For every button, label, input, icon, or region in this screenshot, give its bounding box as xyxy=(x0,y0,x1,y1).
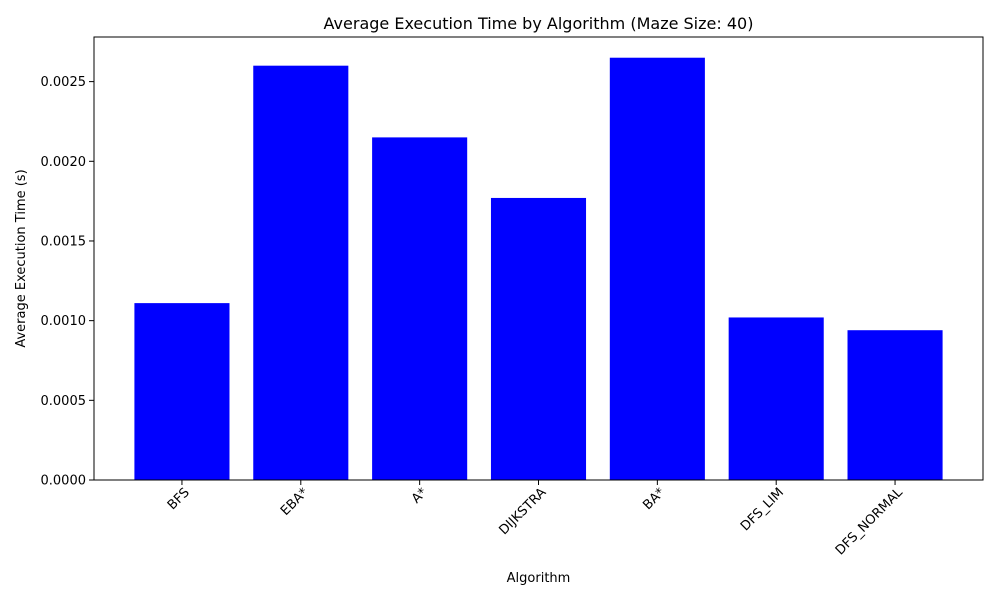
bar-dfs-lim xyxy=(728,317,824,480)
x-tick-label: BA* xyxy=(640,485,668,513)
x-tick-label: BFS xyxy=(165,485,193,513)
x-tick-label: DFS_LIM xyxy=(738,485,787,534)
bars xyxy=(134,57,943,481)
bar-eba- xyxy=(253,65,349,480)
y-axis-label: Average Execution Time (s) xyxy=(14,169,29,347)
y-axis: 0.0000 0.0005 0.0010 0.0015 0.0020 0.0025 xyxy=(41,75,94,489)
y-tick-label: 0.0015 xyxy=(41,234,87,249)
x-tick-label: DFS_NORMAL xyxy=(833,485,907,559)
plot-frame xyxy=(93,36,984,481)
x-tick-label: EBA* xyxy=(278,485,312,519)
bar-ba- xyxy=(609,57,705,481)
x-tick-label: A* xyxy=(409,485,431,507)
x-tick-label: DIJKSTRA xyxy=(496,485,549,538)
y-tick-label: 0.0010 xyxy=(41,314,87,329)
chart-title: Average Execution Time by Algorithm (Maz… xyxy=(324,14,754,33)
y-tick-label: 0.0025 xyxy=(41,75,87,90)
y-tick-label: 0.0005 xyxy=(41,394,87,409)
bar-a- xyxy=(372,137,468,480)
x-axis-label: Algorithm xyxy=(507,571,571,586)
bar-bfs xyxy=(134,303,230,480)
bar-dijkstra xyxy=(490,197,587,480)
y-tick-label: 0.0020 xyxy=(41,155,87,170)
x-axis: BFS EBA* A* DIJKSTRA BA* DFS_LIM DFS_NORMAL xyxy=(165,480,907,559)
y-tick-label: 0.0000 xyxy=(41,474,87,489)
bar-dfs-normal xyxy=(847,330,943,480)
